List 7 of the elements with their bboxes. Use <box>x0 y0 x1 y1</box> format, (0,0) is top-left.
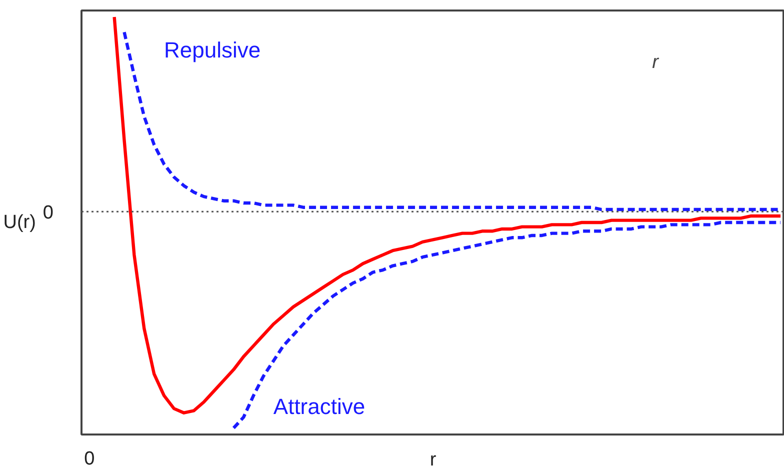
series-label: Attractive <box>273 394 366 419</box>
y-axis-title: U(r) <box>3 212 36 233</box>
x-axis-title: r <box>430 450 437 470</box>
series-label: Repulsive <box>164 38 261 63</box>
text: 0 <box>84 448 95 470</box>
annotation: r <box>652 52 660 73</box>
ref-line-label: 0 <box>42 202 54 224</box>
